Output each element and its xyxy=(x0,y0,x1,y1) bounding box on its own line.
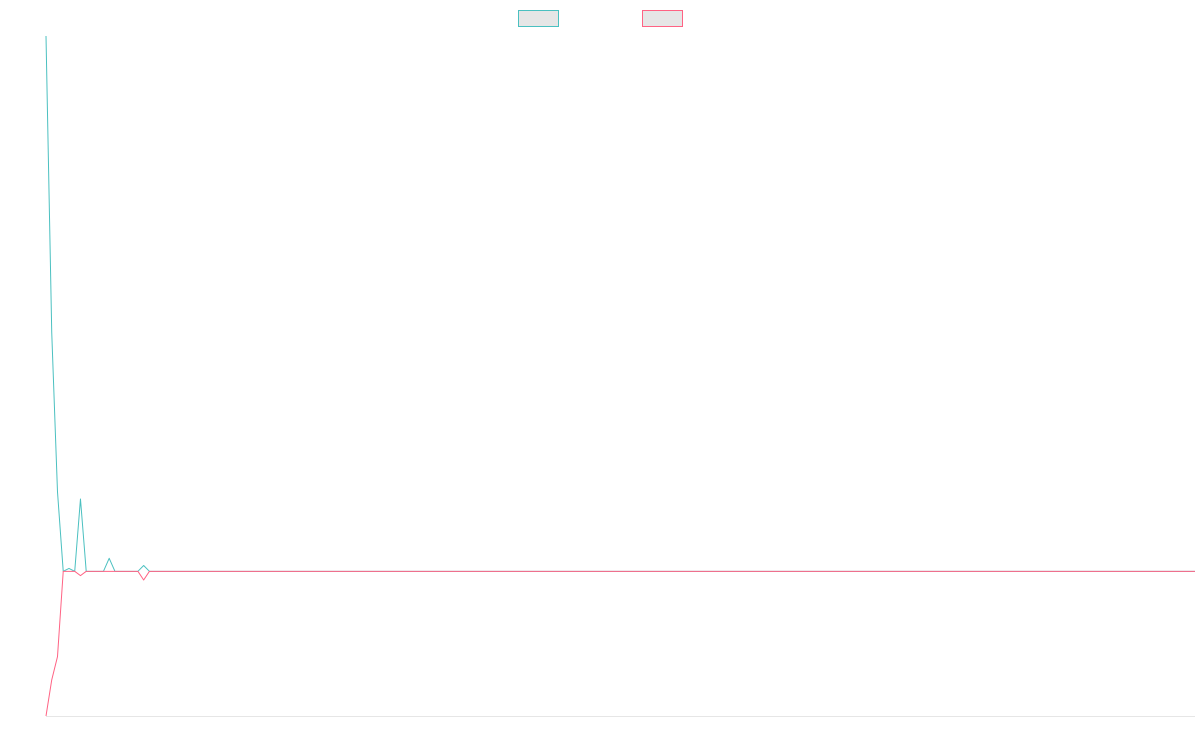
series-lines xyxy=(45,35,1195,717)
series-1-line xyxy=(45,35,1195,572)
legend-item-1[interactable] xyxy=(518,10,559,27)
legend-item-2[interactable] xyxy=(642,10,683,27)
legend[interactable] xyxy=(518,10,683,27)
legend-swatch-1 xyxy=(518,10,559,27)
legend-swatch-2 xyxy=(642,10,683,27)
series-2-line xyxy=(45,570,1195,717)
